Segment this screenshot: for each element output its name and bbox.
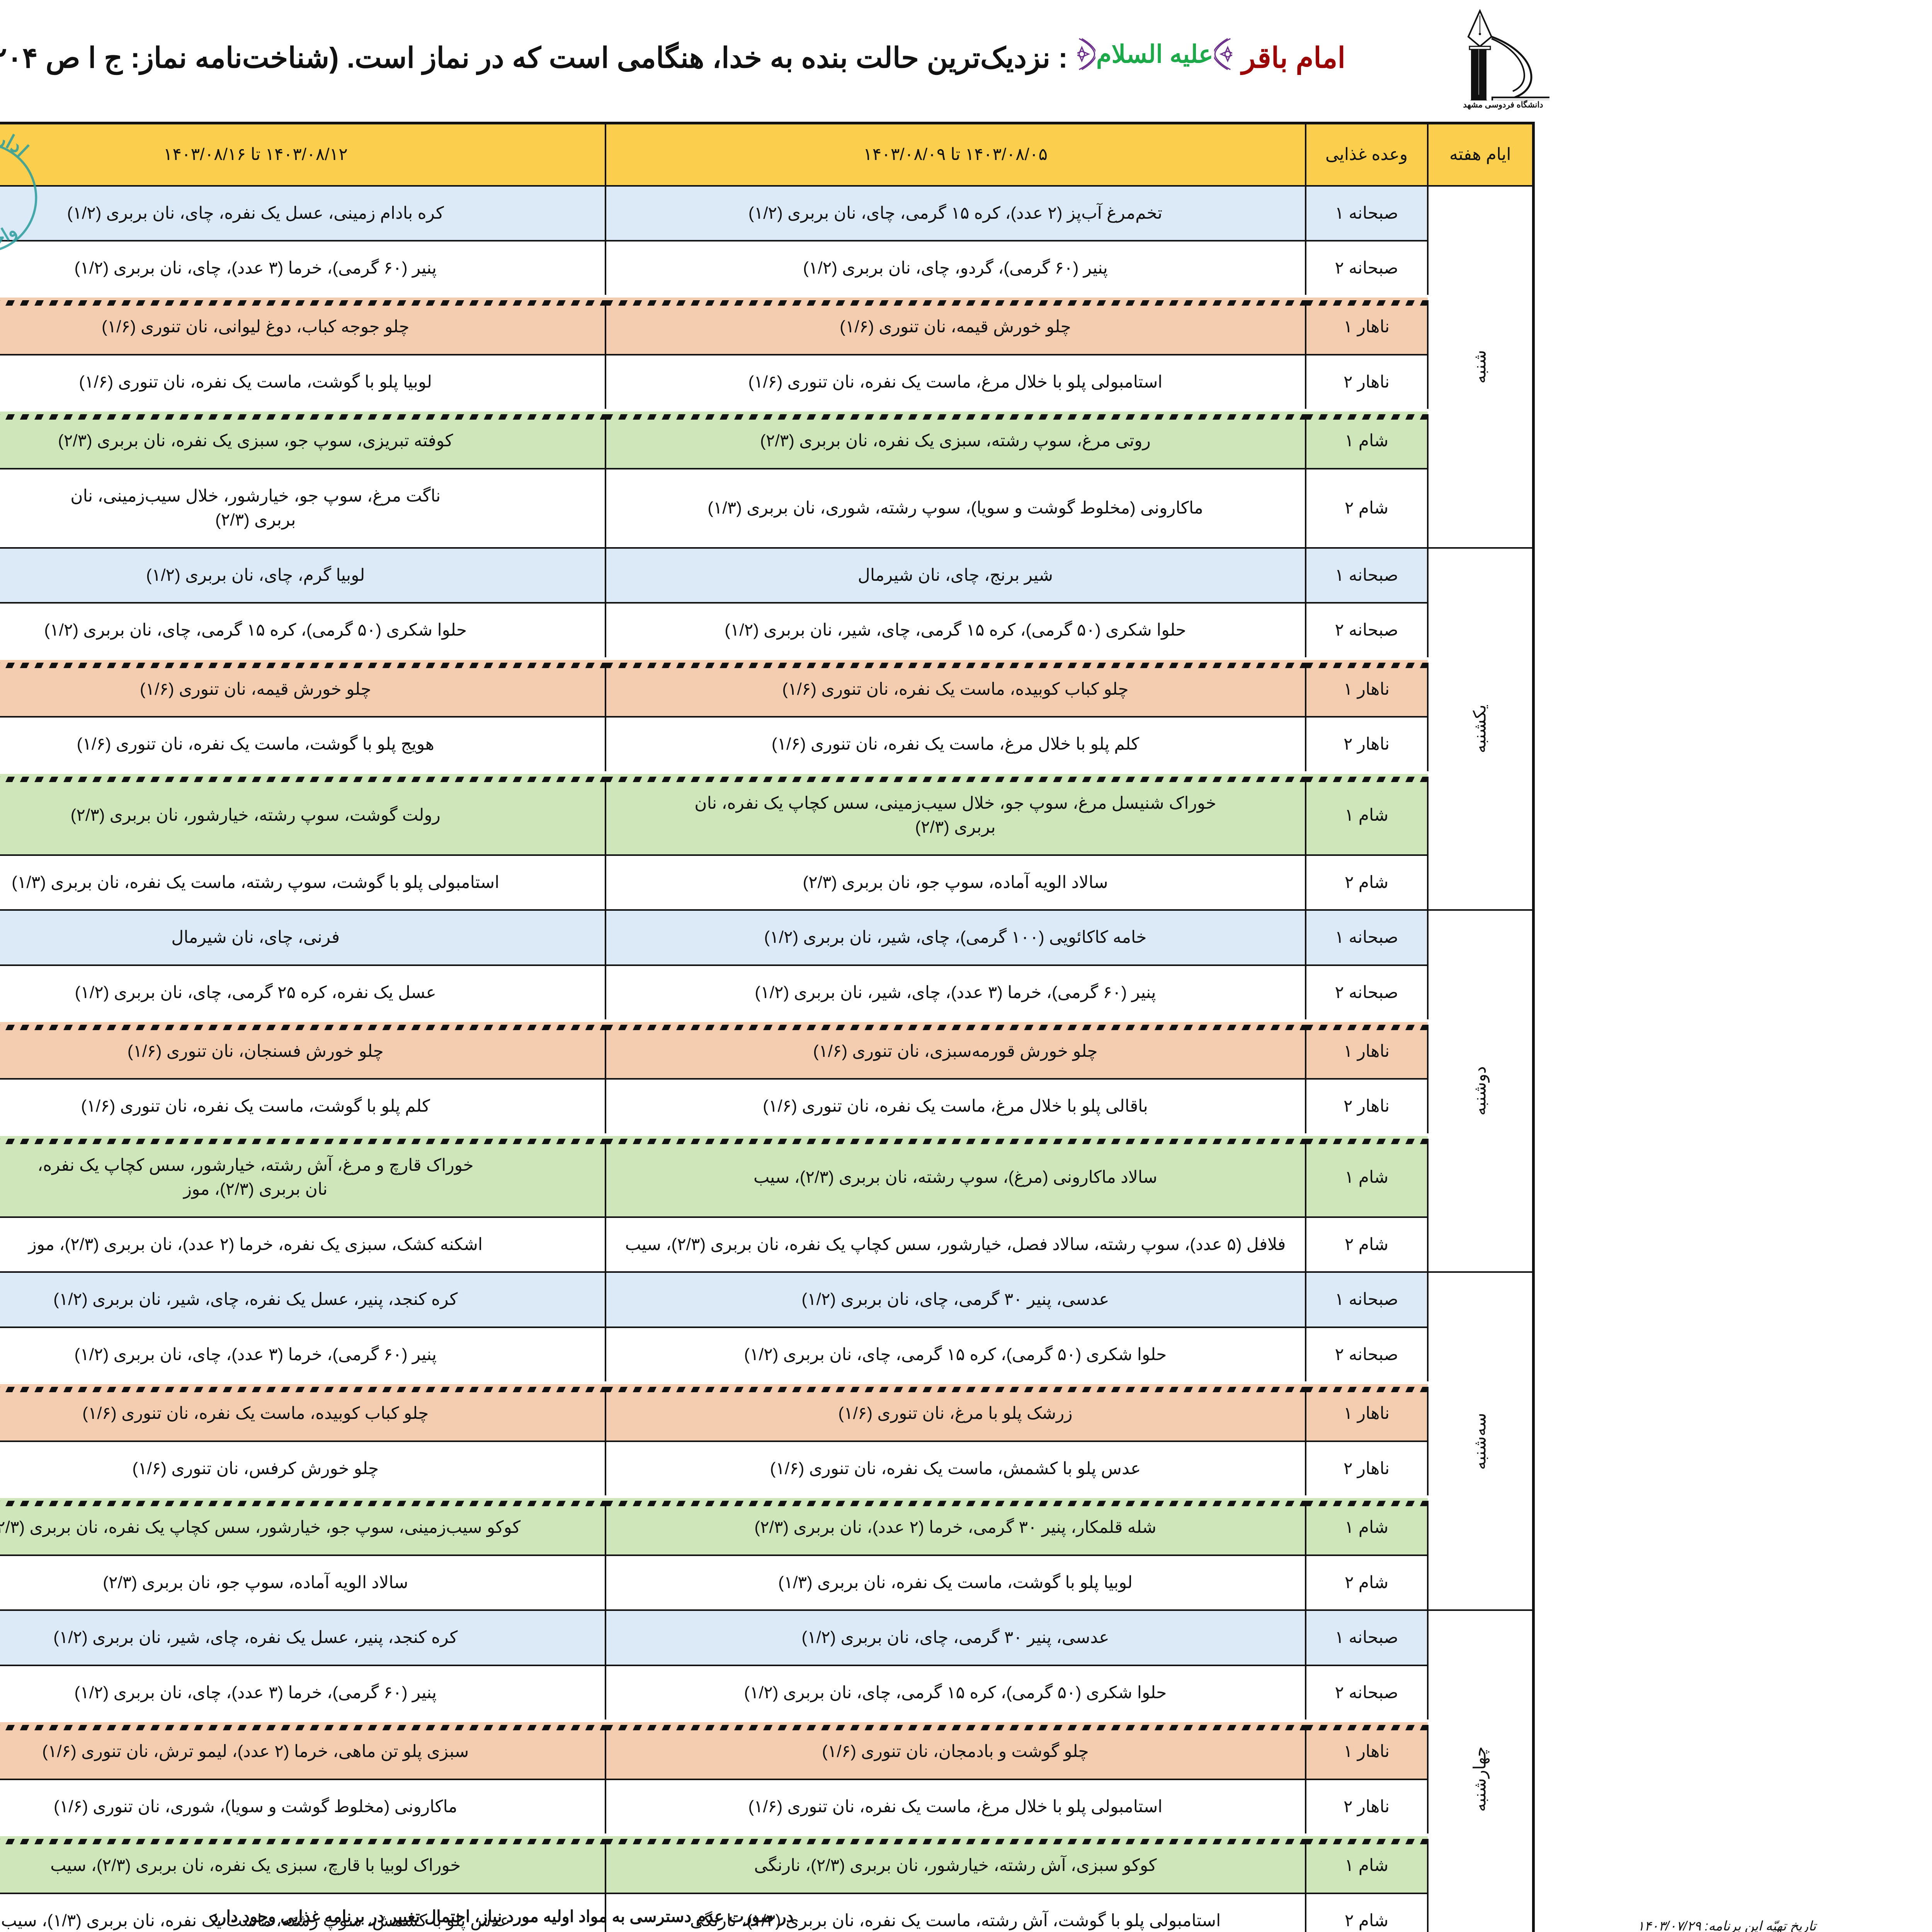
svg-text:اداره تغذیه: اداره تغذیه: [0, 124, 32, 161]
